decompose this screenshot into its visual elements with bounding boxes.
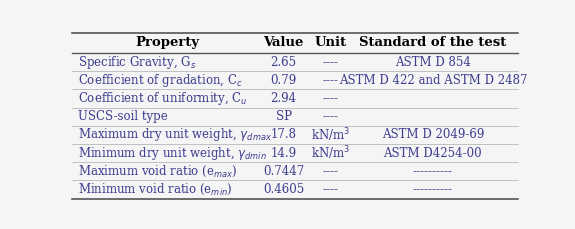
Text: Specific Gravity, G$_s$: Specific Gravity, G$_s$ — [78, 54, 196, 71]
Text: 0.79: 0.79 — [270, 74, 297, 87]
Text: Coefficient of uniformity, C$_u$: Coefficient of uniformity, C$_u$ — [78, 90, 247, 107]
Text: ----: ---- — [323, 74, 338, 87]
Text: ----------: ---------- — [413, 165, 453, 178]
Text: ----: ---- — [323, 183, 338, 196]
Text: USCS-soil type: USCS-soil type — [78, 110, 167, 123]
Text: 2.65: 2.65 — [270, 56, 297, 69]
Text: ASTM D 854: ASTM D 854 — [395, 56, 471, 69]
Text: 0.7447: 0.7447 — [263, 165, 304, 178]
Text: Standard of the test: Standard of the test — [359, 36, 507, 49]
Text: ----: ---- — [323, 92, 338, 105]
Text: Value: Value — [263, 36, 304, 49]
Text: Unit: Unit — [315, 36, 346, 49]
Text: 14.9: 14.9 — [270, 147, 297, 160]
Text: SP: SP — [275, 110, 292, 123]
Text: ----: ---- — [323, 165, 338, 178]
Text: ----------: ---------- — [413, 183, 453, 196]
Text: kN/m$^3$: kN/m$^3$ — [310, 144, 350, 162]
Text: Coefficient of gradation, C$_c$: Coefficient of gradation, C$_c$ — [78, 72, 243, 89]
Text: Maximum dry unit weight, $\gamma_{dmax}$: Maximum dry unit weight, $\gamma_{dmax}$ — [78, 126, 272, 143]
Text: Property: Property — [136, 36, 200, 49]
Text: ----: ---- — [323, 56, 338, 69]
Text: 17.8: 17.8 — [271, 128, 297, 141]
Text: Minimum dry unit weight, $\gamma_{dmin}$: Minimum dry unit weight, $\gamma_{dmin}$ — [78, 144, 266, 162]
Text: ASTM D 422 and ASTM D 2487: ASTM D 422 and ASTM D 2487 — [339, 74, 527, 87]
Text: kN/m$^3$: kN/m$^3$ — [310, 126, 350, 144]
Text: Maximum void ratio (e$_{max}$): Maximum void ratio (e$_{max}$) — [78, 164, 237, 179]
Text: Minimum void ratio (e$_{min}$): Minimum void ratio (e$_{min}$) — [78, 182, 232, 197]
Text: 2.94: 2.94 — [270, 92, 297, 105]
Text: ----: ---- — [323, 110, 338, 123]
Text: ASTM D 2049-69: ASTM D 2049-69 — [382, 128, 484, 141]
Text: ASTM D4254-00: ASTM D4254-00 — [384, 147, 482, 160]
Text: 0.4605: 0.4605 — [263, 183, 304, 196]
